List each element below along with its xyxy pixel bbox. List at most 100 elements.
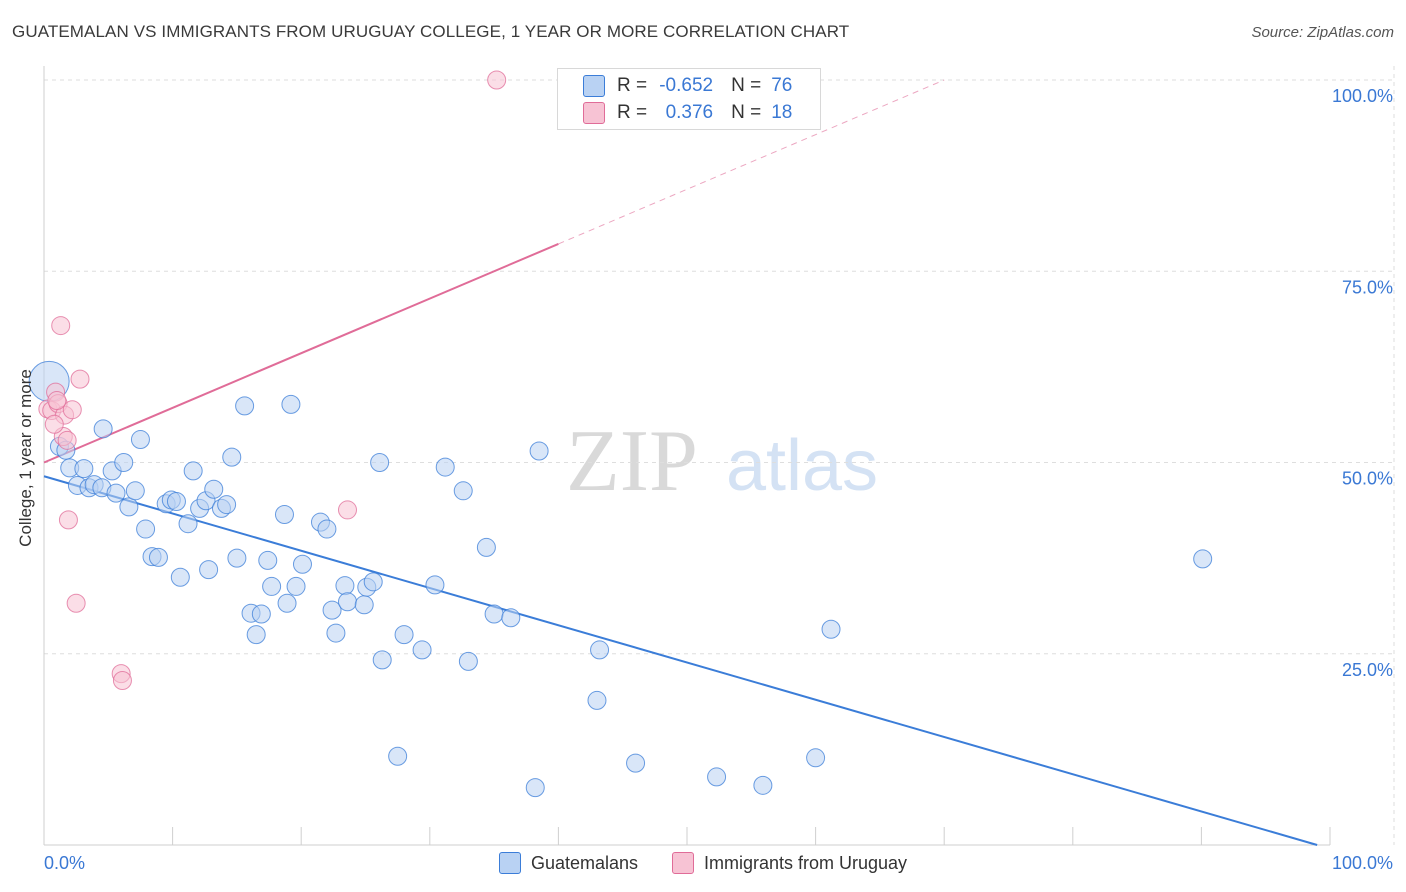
uruguay-point	[337, 500, 357, 520]
n-label: N =	[731, 75, 762, 96]
guatemalan-point	[258, 550, 278, 570]
legend-item-uruguay[interactable]: Immigrants from Uruguay	[672, 852, 907, 874]
guatemalan-point	[136, 519, 156, 539]
guatemalan-point	[262, 576, 282, 596]
r-label: R =	[617, 102, 648, 123]
guatemalan-point	[425, 575, 445, 595]
guatemalan-point	[130, 430, 150, 450]
y-tick-label: 100.0%	[1332, 86, 1393, 106]
guatemalan-point	[370, 453, 390, 472]
guatemalan-point	[806, 748, 826, 768]
watermark-atlas: atlas	[726, 426, 878, 506]
uruguay-point	[112, 671, 132, 691]
legend-label: Guatemalans	[530, 852, 638, 873]
guatemalan-point	[821, 619, 841, 639]
guatemalan-point	[322, 600, 342, 620]
guatemalan-point	[292, 554, 312, 574]
guatemalan-point	[326, 623, 346, 643]
guatemalan-point	[394, 625, 414, 645]
data-points	[28, 70, 1213, 798]
trend-line-guatemalans	[43, 475, 1318, 846]
stats-row-uruguay: R = 0.376 N = 18	[583, 100, 792, 126]
guatemalan-point	[74, 459, 94, 479]
pink-swatch-icon	[583, 102, 605, 124]
r-label: R =	[617, 75, 648, 96]
uruguay-point	[58, 510, 78, 530]
stats-row-guatemalans: R = -0.652 N = 76	[583, 73, 792, 99]
guatemalan-point	[251, 604, 271, 624]
guatemalan-point	[453, 481, 473, 501]
guatemalan-point	[106, 483, 126, 503]
guatemalan-point	[335, 576, 355, 596]
guatemalan-point	[587, 690, 607, 710]
guatemalan-point	[372, 650, 392, 670]
guatemalan-point	[246, 625, 266, 645]
guatemalan-point	[125, 481, 145, 501]
trend-line-uruguay-extension	[558, 79, 945, 245]
guatemalan-point	[93, 419, 113, 439]
guatemalan-point	[114, 453, 134, 472]
uruguay-point	[66, 593, 86, 613]
guatemalan-point	[501, 608, 521, 628]
y-axis-label: College, 1 year or more	[16, 369, 35, 547]
uruguay-point	[47, 391, 67, 411]
guatemalan-point	[1193, 549, 1213, 569]
uruguay-point	[44, 414, 64, 434]
guatemalan-point	[286, 576, 306, 596]
guatemalan-point	[277, 593, 297, 613]
guatemalan-point	[476, 537, 496, 557]
r-value: 0.376	[665, 102, 714, 123]
guatemalan-point	[199, 560, 219, 580]
y-tick-label: 25.0%	[1342, 660, 1393, 680]
guatemalan-point	[274, 505, 294, 525]
blue-swatch-icon	[498, 852, 521, 874]
pink-swatch-icon	[672, 852, 694, 874]
legend-item-guatemalans[interactable]: Guatemalans	[498, 852, 638, 874]
gridlines	[44, 66, 1395, 845]
guatemalan-point	[753, 775, 773, 795]
x-tick-label-min: 0.0%	[44, 853, 85, 873]
x-tick-label-max: 100.0%	[1332, 853, 1393, 873]
guatemalan-point	[388, 746, 408, 766]
y-tick-label: 50.0%	[1342, 469, 1393, 489]
guatemalan-point	[363, 572, 383, 592]
tick-labels: 25.0% 50.0% 75.0% 100.0% 0.0% 100.0%	[44, 86, 1393, 873]
guatemalan-point	[435, 457, 455, 477]
guatemalan-point	[525, 778, 545, 798]
guatemalan-point	[166, 492, 186, 512]
guatemalan-point	[590, 640, 610, 660]
uruguay-point	[70, 369, 90, 389]
guatemalan-point	[222, 447, 242, 467]
guatemalan-point	[281, 394, 301, 414]
bottom-legend: Guatemalans Immigrants from Uruguay	[0, 852, 1406, 874]
r-value: -0.652	[659, 75, 714, 96]
uruguay-point	[487, 70, 507, 90]
guatemalan-point	[626, 753, 646, 773]
guatemalan-point	[148, 547, 168, 567]
legend-label: Immigrants from Uruguay	[704, 852, 908, 873]
guatemalan-point	[227, 548, 247, 568]
n-value: 76	[771, 75, 793, 96]
guatemalan-point	[484, 604, 504, 624]
guatemalan-point	[204, 479, 224, 499]
guatemalan-point	[183, 461, 203, 481]
blue-swatch-icon	[583, 75, 605, 97]
guatemalan-point	[217, 495, 237, 515]
guatemalan-point	[178, 514, 198, 534]
n-label: N =	[731, 102, 762, 123]
axes	[43, 66, 1331, 846]
guatemalan-point	[529, 441, 549, 461]
trend-lines	[43, 79, 1318, 846]
n-value: 18	[771, 102, 793, 123]
uruguay-point	[57, 430, 77, 450]
chart-title: GUATEMALAN VS IMMIGRANTS FROM URUGUAY CO…	[12, 22, 850, 41]
trend-line-uruguay	[43, 243, 559, 464]
watermark-zip: ZIP	[566, 413, 698, 510]
uruguay-point	[51, 316, 71, 336]
source-label[interactable]: Source: ZipAtlas.com	[1251, 24, 1394, 41]
guatemalan-point	[337, 592, 357, 612]
guatemalan-point	[707, 767, 727, 787]
uruguay-point	[62, 400, 82, 420]
guatemalan-point	[458, 651, 478, 671]
